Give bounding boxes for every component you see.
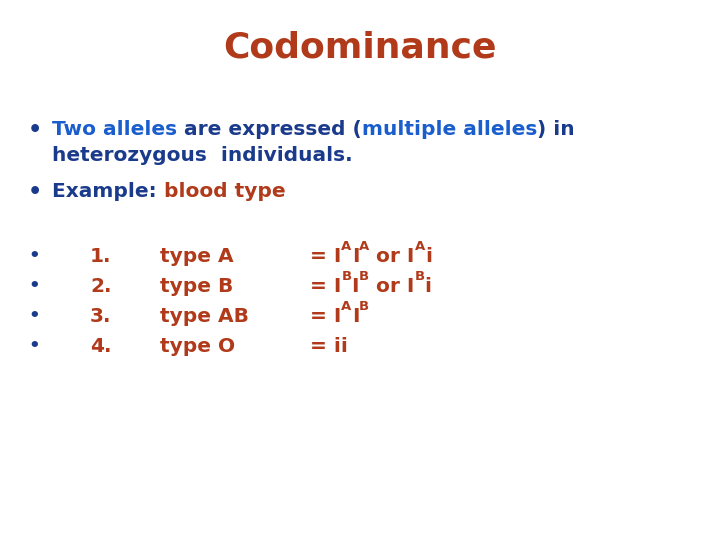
Text: Codominance: Codominance [223, 30, 497, 64]
Text: B: B [341, 270, 351, 283]
Text: Example:: Example: [52, 182, 163, 201]
Text: •: • [28, 120, 42, 140]
Text: •: • [28, 337, 40, 355]
Text: or I: or I [369, 277, 415, 296]
Text: A: A [359, 240, 369, 253]
Text: 3.: 3. [90, 307, 112, 326]
Text: blood type: blood type [163, 182, 285, 201]
Text: A: A [341, 300, 351, 313]
Text: 4.: 4. [90, 337, 112, 356]
Text: type AB: type AB [160, 307, 249, 326]
Text: A: A [341, 240, 351, 253]
Text: type B: type B [160, 277, 233, 296]
Text: B: B [359, 270, 369, 283]
Text: I: I [351, 307, 359, 326]
Text: ) in: ) in [537, 120, 575, 139]
Text: are expressed (: are expressed ( [177, 120, 362, 139]
Text: i: i [425, 247, 432, 266]
Text: = ii: = ii [310, 337, 348, 356]
Text: I: I [351, 277, 359, 296]
Text: heterozygous  individuals.: heterozygous individuals. [52, 146, 353, 165]
Text: i: i [425, 277, 431, 296]
Text: 1.: 1. [90, 247, 112, 266]
Text: type A: type A [160, 247, 233, 266]
Text: Two alleles: Two alleles [52, 120, 177, 139]
Text: •: • [28, 182, 42, 202]
Text: 2.: 2. [90, 277, 112, 296]
Text: = I: = I [310, 307, 341, 326]
Text: B: B [415, 270, 425, 283]
Text: •: • [28, 247, 40, 265]
Text: multiple alleles: multiple alleles [362, 120, 537, 139]
Text: A: A [415, 240, 425, 253]
Text: B: B [359, 300, 369, 313]
Text: •: • [28, 277, 40, 295]
Text: = I: = I [310, 277, 341, 296]
Text: or I: or I [369, 247, 415, 266]
Text: = I: = I [310, 247, 341, 266]
Text: •: • [28, 307, 40, 325]
Text: type O: type O [160, 337, 235, 356]
Text: I: I [351, 247, 359, 266]
